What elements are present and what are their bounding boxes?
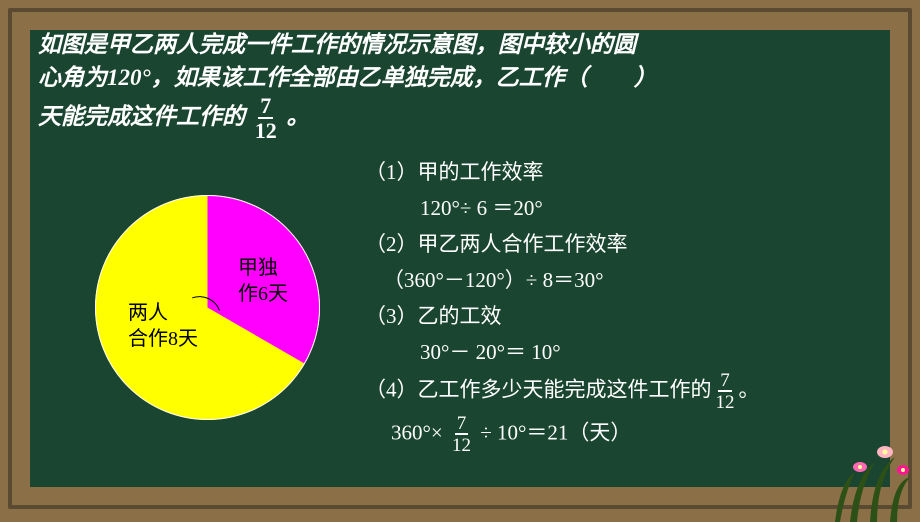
step3-calc: 30°－ 20°＝ 10°: [365, 335, 888, 369]
question-fraction: 7 12: [255, 95, 277, 142]
step5-fraction: 712: [452, 414, 471, 455]
question-line1: 如图是甲乙两人完成一件工作的情况示意图，图中较小的圆: [38, 32, 636, 57]
step4-fraction: 712: [716, 371, 735, 412]
pie-label-large: 两人 合作8天: [128, 300, 218, 352]
step5-calc: 360°× 712 ÷ 10°＝21（天）: [365, 414, 888, 455]
step4-title: （4）乙工作多少天能完成这件工作的712。: [365, 371, 888, 412]
pie-chart: 甲独 作6天 两人 合作8天: [95, 195, 320, 420]
pie-label-small: 甲独 作6天: [238, 255, 298, 307]
step1-title: （1）甲的工作效率: [365, 155, 888, 189]
step2-title: （2）甲乙两人合作工作效率: [365, 227, 888, 261]
step3-title: （3）乙的工效: [365, 299, 888, 333]
solution-steps: （1）甲的工作效率 120°÷ 6 ＝20° （2）甲乙两人合作工作效率 （36…: [365, 155, 888, 457]
question-line2: 心角为120°，如果该工作全部由乙单独完成，乙工作（ ）: [38, 65, 657, 90]
step1-calc: 120°÷ 6 ＝20°: [365, 191, 888, 225]
question-text: 如图是甲乙两人完成一件工作的情况示意图，图中较小的圆 心角为120°，如果该工作…: [38, 28, 882, 142]
question-line3-after: 。: [287, 103, 310, 128]
flower-decoration: [815, 432, 920, 522]
step2-calc: （360°－120°）÷ 8＝30°: [365, 263, 888, 297]
question-line3-before: 天能完成这件工作的: [38, 103, 245, 128]
